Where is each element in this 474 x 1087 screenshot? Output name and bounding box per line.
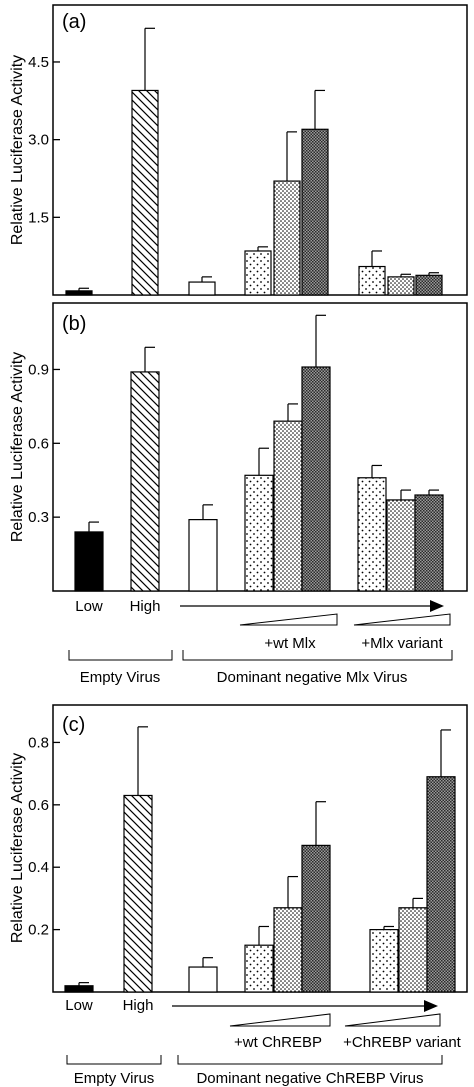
panel-a-bar-0 xyxy=(65,290,93,296)
panel-c-wedge-wt xyxy=(229,1013,331,1027)
panel-a-ytick-label-0: 1.5 xyxy=(28,209,49,226)
panel-c-sublabel-wt: +wt ChREBP xyxy=(234,1034,322,1051)
panel-c-label-high: High xyxy=(123,997,154,1014)
panel-c-group-dn: Dominant negative ChREBP Virus xyxy=(196,1070,423,1087)
panel-c: (c) Relative Luciferase Activity 0.2 0.4 0… xyxy=(9,704,468,1087)
panel-c-label-low: Low xyxy=(65,997,93,1014)
panel-a-bar-4 xyxy=(273,180,301,296)
panel-b-ytick-label-2: 0.9 xyxy=(28,361,49,378)
panel-b-bar-0 xyxy=(74,531,104,592)
panel-b-bar-4 xyxy=(273,420,303,592)
panel-b-label: (b) xyxy=(62,313,86,335)
panel-c-ytick-label-0: 0.2 xyxy=(28,922,49,939)
panel-c-group-empty: Empty Virus xyxy=(74,1070,155,1087)
panel-b-bar-8 xyxy=(414,494,444,592)
panel-a-bar-6 xyxy=(358,265,386,296)
panel-a-bar-8 xyxy=(415,274,443,296)
panel-c-ytick-label-1: 0.4 xyxy=(28,859,49,876)
panel-b-group-empty: Empty Virus xyxy=(80,669,161,686)
panel-a-ytick-label-2: 4.5 xyxy=(28,54,49,71)
panel-a-bar-1 xyxy=(131,89,159,296)
panel-b-bar-5 xyxy=(301,366,331,592)
panel-c-bracket-empty xyxy=(66,1055,162,1065)
panel-b-sublabel-variant: +Mlx variant xyxy=(361,635,443,652)
panel-b-arrowhead xyxy=(430,600,444,612)
panel-c-bar-6 xyxy=(369,929,399,993)
panel-b-label-high: High xyxy=(130,598,161,615)
panel-b-sublabel-wt: +wt Mlx xyxy=(264,635,316,652)
panel-a-bar-2 xyxy=(188,281,216,296)
panel-a-ylabel: Relative Luciferase Activity xyxy=(9,55,26,245)
panel-b-bracket-empty xyxy=(68,650,173,661)
panel-a: (a) Relative Luciferase Activity 1.5 3.0 4… xyxy=(9,4,468,296)
panel-c-arrowhead xyxy=(424,1000,438,1012)
panel-c-wedge-variant xyxy=(344,1013,441,1027)
panel-c-sublabel-variant: +ChREBP variant xyxy=(343,1034,462,1051)
panel-c-bracket-dn xyxy=(177,1055,443,1065)
panel-c-ytick-label-3: 0.8 xyxy=(28,734,49,751)
panel-a-label: (a) xyxy=(62,11,86,33)
panel-b-bar-6 xyxy=(357,477,387,592)
panel-b: (b) Relative Luciferase Activity 0.3 0.6 0… xyxy=(9,302,468,686)
panel-c-label: (c) xyxy=(62,714,85,736)
panel-a-bar-7 xyxy=(387,276,415,296)
panel-c-bar-3 xyxy=(244,944,274,993)
panel-a-bar-5 xyxy=(301,128,329,296)
panel-b-label-low: Low xyxy=(75,598,103,615)
panel-c-ylabel: Relative Luciferase Activity xyxy=(9,753,26,943)
panel-b-bar-1 xyxy=(130,371,160,592)
panel-b-wedge-variant xyxy=(353,613,451,626)
panel-c-bar-8 xyxy=(426,776,456,993)
panel-b-bar-7 xyxy=(386,499,416,592)
panel-b-bar-2 xyxy=(188,519,218,592)
panel-c-bar-0 xyxy=(64,985,94,993)
panel-b-group-dn: Dominant negative Mlx Virus xyxy=(217,669,408,686)
panel-c-ytick-label-2: 0.6 xyxy=(28,797,49,814)
panel-b-bracket-dn xyxy=(182,650,453,661)
panel-b-bar-3 xyxy=(244,474,274,592)
panel-b-ytick-label-0: 0.3 xyxy=(28,509,49,526)
panel-b-ytick-label-1: 0.6 xyxy=(28,435,49,452)
panel-b-wedge-wt xyxy=(239,613,338,626)
panel-b-ylabel: Relative Luciferase Activity xyxy=(9,352,26,542)
panel-c-bar-7 xyxy=(398,907,428,993)
panel-a-ytick-label-1: 3.0 xyxy=(28,132,49,149)
panel-c-bar-5 xyxy=(301,844,331,993)
panel-a-bar-3 xyxy=(244,250,272,296)
panel-c-bar-2 xyxy=(188,966,218,993)
panel-c-bar-4 xyxy=(273,907,303,993)
panel-c-bar-1 xyxy=(123,794,153,993)
